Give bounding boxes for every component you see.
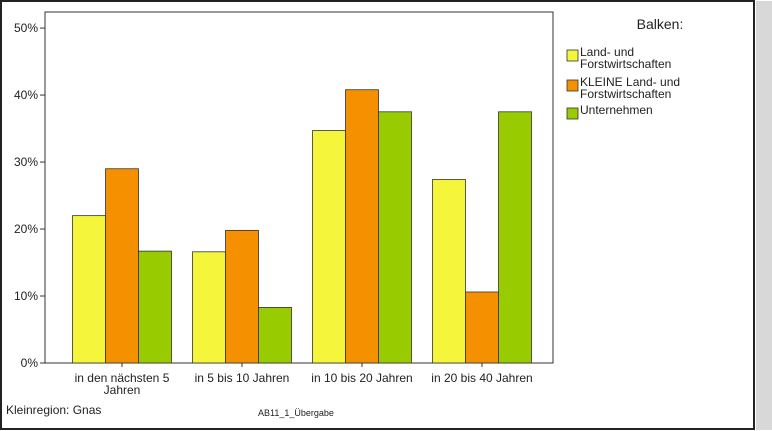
legend-swatch (566, 79, 579, 92)
plot-box (44, 11, 554, 364)
bar (312, 130, 346, 364)
side-edge (756, 1, 772, 430)
bar (105, 168, 139, 364)
y-tick-label: 20% (13, 222, 38, 237)
bar (258, 307, 292, 364)
bar (432, 179, 466, 364)
legend-swatch (566, 107, 579, 120)
footer-center: AB11_1_Übergabe (258, 408, 334, 418)
x-tick-label: in den nächsten 5 Jahren (74, 371, 170, 397)
legend-title: Balken: (636, 16, 684, 32)
y-tick-label: 30% (13, 155, 38, 170)
legend-label: Land- und Forstwirtschaften (580, 45, 672, 71)
x-tick-label: in 20 bis 40 Jahren (431, 371, 533, 385)
y-tick-label: 40% (13, 88, 38, 103)
legend-swatch (566, 49, 579, 62)
bar (138, 250, 172, 364)
x-tick-label: in 5 bis 10 Jahren (194, 371, 290, 385)
x-tick-label: in 10 bis 20 Jahren (311, 371, 413, 385)
bar (465, 291, 499, 364)
bar (192, 251, 226, 364)
bar (345, 89, 379, 364)
y-tick-label: 0% (20, 356, 38, 370)
y-tick-label: 10% (13, 289, 38, 303)
bar (225, 229, 259, 364)
y-tick-label: 50% (13, 21, 38, 36)
footer-left: Kleinregion: Gnas (6, 403, 102, 417)
legend-label: Unternehmen (580, 103, 653, 117)
bar (72, 215, 106, 364)
bar (498, 111, 532, 364)
bar (378, 111, 412, 364)
legend-label: KLEINE Land- und Forstwirtschaften (580, 75, 681, 101)
